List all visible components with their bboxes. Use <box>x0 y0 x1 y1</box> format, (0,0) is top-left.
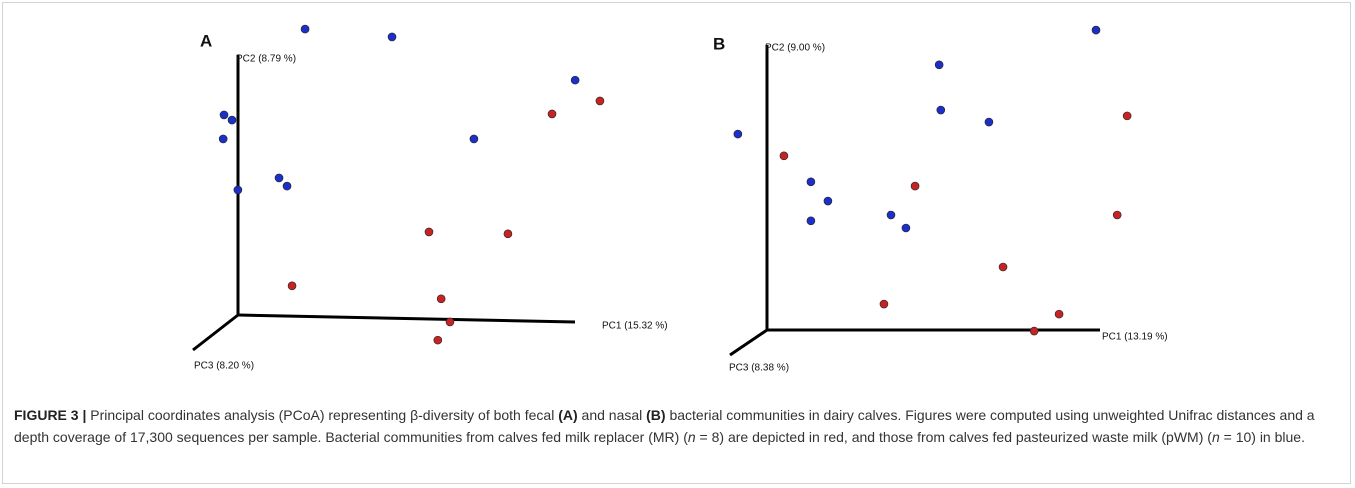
sample-point <box>733 129 743 139</box>
sample-point <box>806 216 816 226</box>
sample-point <box>469 134 479 144</box>
axis-line <box>237 313 576 324</box>
z-axis-label: PC3 (8.38 %) <box>729 363 789 374</box>
sample-point <box>287 281 297 291</box>
caption-text: n <box>1211 429 1220 445</box>
sample-point <box>901 223 911 233</box>
sample-point <box>806 177 816 187</box>
sample-point <box>934 60 944 70</box>
sample-point <box>274 173 284 183</box>
caption-text: (A) <box>558 407 578 423</box>
sample-point <box>1091 25 1101 35</box>
sample-point <box>984 117 994 127</box>
x-axis-label: PC1 (15.32 %) <box>602 321 668 332</box>
axis-line <box>729 328 768 357</box>
sample-point <box>445 317 455 327</box>
sample-point <box>219 110 229 120</box>
sample-point <box>436 294 446 304</box>
sample-point <box>300 24 310 34</box>
z-axis-label: PC3 (8.20 %) <box>194 361 254 372</box>
caption-label: FIGURE 3 | <box>14 407 87 423</box>
figure: A PC2 (8.79 %) PC1 (15.32 %) PC3 (8.20 %) B P… <box>192 24 1168 374</box>
panel-label: A <box>200 31 212 50</box>
sample-point <box>387 32 397 42</box>
sample-point <box>1054 309 1064 319</box>
sample-point <box>823 196 833 206</box>
caption: FIGURE 3 | Principal coordinates analysi… <box>14 404 1342 448</box>
sample-point <box>910 181 920 191</box>
sample-point <box>886 210 896 220</box>
sample-point <box>879 299 889 309</box>
panel-label: B <box>713 34 725 53</box>
y-axis-label: PC2 (9.00 %) <box>765 43 825 54</box>
caption-text: bacterial communities in dairy calves. F… <box>14 407 1315 445</box>
caption-text: n <box>687 429 696 445</box>
sample-point <box>1029 326 1039 336</box>
sample-point <box>998 262 1008 272</box>
sample-point <box>424 227 434 237</box>
x-axis-label: PC1 (13.19 %) <box>1102 332 1168 343</box>
caption-text: (B) <box>646 407 666 423</box>
y-axis-label: PC2 (8.79 %) <box>236 54 296 65</box>
sample-point <box>233 185 243 195</box>
sample-point <box>503 229 513 239</box>
sample-point <box>433 335 443 345</box>
sample-point <box>227 115 237 125</box>
sample-point <box>936 105 946 115</box>
sample-point <box>779 151 789 161</box>
sample-point <box>595 96 605 106</box>
sample-point <box>570 75 580 85</box>
axis-line <box>192 313 239 352</box>
caption-text: = 8) are depicted in red, and those from… <box>695 429 1212 445</box>
caption-text: = 10) in blue. <box>1219 429 1305 445</box>
sample-point <box>547 109 557 119</box>
sample-point <box>282 181 292 191</box>
caption-text: Principal coordinates analysis (PCoA) re… <box>86 407 559 423</box>
sample-point <box>1112 210 1122 220</box>
sample-point <box>218 134 228 144</box>
sample-point <box>1122 111 1132 121</box>
caption-text: and nasal <box>577 407 647 423</box>
